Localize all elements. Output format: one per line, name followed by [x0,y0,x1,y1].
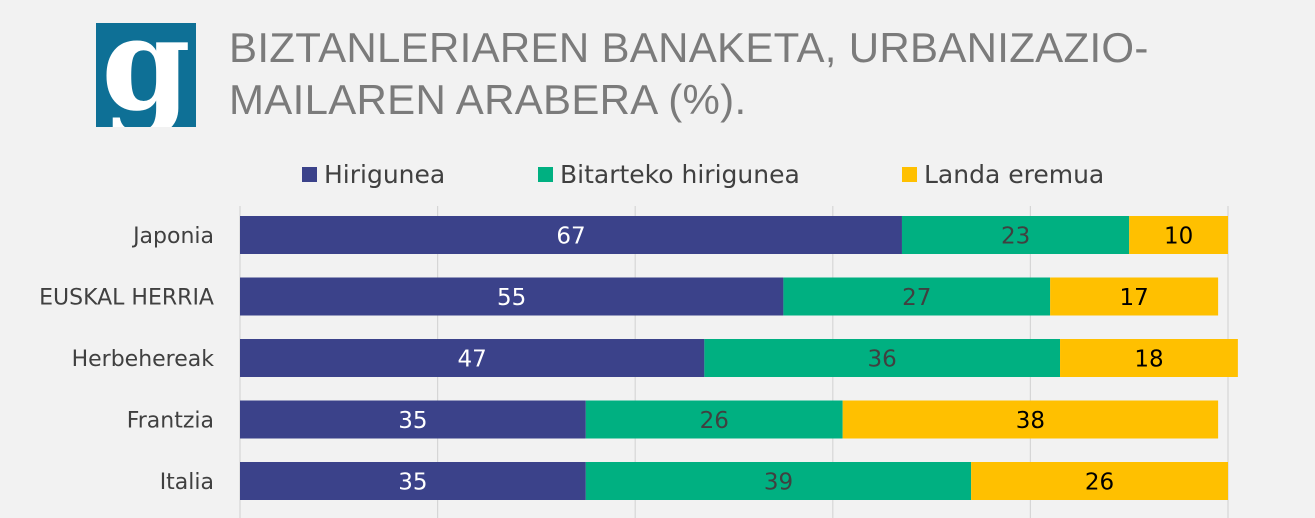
bar-segment [585,462,972,500]
chart-title: BIZTANLERIAREN BANAKETA, URBANIZAZIO-MAI… [229,24,1149,123]
category-label: EUSKAL HERRIA [39,286,214,311]
data-label: 26 [1085,470,1114,496]
bar-segment [1060,339,1238,377]
legend-label: Landa eremua [924,159,1105,189]
data-label: 36 [868,347,897,373]
data-label: 26 [700,408,729,434]
bar-segment [842,400,1219,439]
legend: Hirigunea Bitarteko hirigunea Landa eremua [0,156,1315,192]
bar-segment [240,400,586,439]
bar-segment [901,216,1130,254]
data-label: 10 [1164,224,1193,250]
bar-segment [240,462,586,500]
logo: g [96,23,196,127]
legend-label: Hirigunea [324,159,446,189]
bar-segment [240,277,784,316]
legend-item: Landa eremua [902,156,1104,192]
bar-segment [585,400,843,439]
bar-segment [240,216,902,254]
data-label: 55 [497,285,526,311]
category-label: Japonia [131,224,214,249]
legend-swatch [538,166,553,182]
data-label: 38 [1016,408,1045,434]
legend-item: Bitarteko hirigunea [538,156,800,192]
data-label: 17 [1119,285,1148,311]
category-label: Herbehereak [72,347,215,372]
legend-item: Hirigunea [302,156,445,192]
data-label: 23 [1001,224,1030,250]
bar-segment [783,277,1051,316]
data-label: 27 [902,285,931,311]
logo-glyph: g [101,23,191,127]
data-label: 35 [398,408,427,434]
data-label: 18 [1134,347,1163,373]
bar-segment [1129,216,1228,254]
data-label: 67 [556,224,585,250]
bar-segment [704,339,1061,377]
legend-label: Bitarteko hirigunea [560,159,800,189]
legend-swatch [902,166,917,182]
bar-segment [240,339,705,377]
data-label: 35 [398,470,427,496]
bar-segment [1050,277,1219,316]
category-label: Italia [160,470,214,495]
bar-segment [971,462,1228,500]
data-label: 47 [458,347,487,373]
category-label: Frantzia [127,409,214,434]
data-label: 39 [764,470,793,496]
legend-swatch [302,166,317,182]
